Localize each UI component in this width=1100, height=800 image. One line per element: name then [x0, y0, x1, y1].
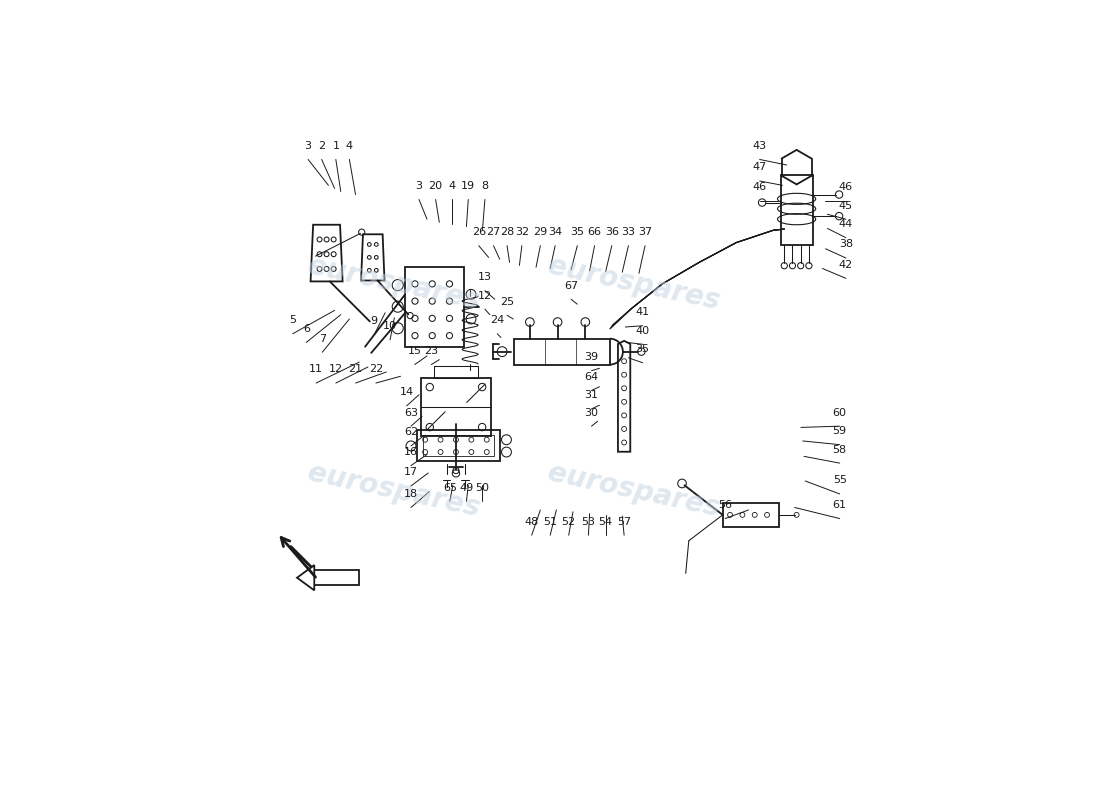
Text: 58: 58	[833, 445, 847, 454]
Text: 32: 32	[515, 227, 529, 237]
Text: 52: 52	[562, 517, 575, 526]
Text: 64: 64	[584, 372, 598, 382]
Text: 53: 53	[582, 517, 595, 526]
Text: 47: 47	[752, 162, 767, 172]
Text: 50: 50	[475, 482, 490, 493]
Text: eurospares: eurospares	[546, 252, 723, 316]
Text: 61: 61	[833, 500, 847, 510]
Text: 6: 6	[302, 324, 310, 334]
Text: 25: 25	[500, 297, 514, 306]
Text: 22: 22	[368, 365, 383, 374]
Text: 18: 18	[404, 489, 418, 499]
Text: 15: 15	[408, 346, 421, 356]
Text: 16: 16	[404, 447, 418, 457]
Text: 29: 29	[534, 227, 548, 237]
Text: 24: 24	[491, 315, 504, 325]
Text: 23: 23	[425, 346, 439, 356]
Text: 65: 65	[443, 482, 456, 493]
Bar	[723, 503, 779, 526]
Text: 2: 2	[318, 141, 326, 151]
Text: 51: 51	[543, 517, 558, 526]
Text: 3: 3	[305, 141, 311, 151]
Text: 57: 57	[617, 517, 631, 526]
Text: 28: 28	[500, 227, 514, 237]
Text: eurospares: eurospares	[305, 458, 483, 522]
Bar	[420, 378, 492, 436]
Text: 48: 48	[525, 517, 539, 526]
Text: 63: 63	[404, 407, 418, 418]
Text: 19: 19	[461, 181, 475, 191]
Bar	[417, 430, 500, 462]
Text: 20: 20	[429, 181, 442, 191]
Text: 62: 62	[404, 427, 418, 438]
Text: 31: 31	[584, 390, 598, 400]
Text: 37: 37	[638, 227, 652, 237]
Text: 45: 45	[839, 201, 853, 210]
Text: 30: 30	[584, 407, 598, 418]
Text: 67: 67	[564, 281, 579, 290]
Text: 35: 35	[570, 227, 584, 237]
Text: 46: 46	[839, 182, 853, 192]
Bar	[315, 570, 359, 586]
Text: 38: 38	[839, 239, 853, 250]
Text: 5: 5	[289, 315, 296, 325]
Text: 27: 27	[486, 227, 500, 237]
Text: 46: 46	[752, 182, 767, 192]
Text: 1: 1	[332, 141, 339, 151]
Text: 66: 66	[587, 227, 602, 237]
Text: 36: 36	[605, 227, 619, 237]
Text: 39: 39	[584, 352, 598, 362]
Text: 33: 33	[621, 227, 636, 237]
Text: 26: 26	[472, 227, 486, 237]
Text: 4: 4	[448, 181, 455, 191]
Text: 43: 43	[752, 141, 767, 151]
Bar	[424, 435, 494, 456]
Polygon shape	[297, 565, 315, 590]
Text: 9: 9	[371, 316, 377, 326]
Text: 34: 34	[548, 227, 562, 237]
Text: 12: 12	[329, 365, 343, 374]
Text: 54: 54	[598, 517, 613, 526]
Text: 3: 3	[416, 181, 422, 191]
Text: 49: 49	[460, 482, 473, 493]
Text: 55: 55	[833, 475, 847, 486]
Text: 56: 56	[718, 500, 733, 510]
Text: 13: 13	[477, 272, 492, 282]
Text: 21: 21	[349, 365, 363, 374]
Text: 12: 12	[477, 290, 492, 301]
Text: 10: 10	[383, 322, 397, 331]
Bar	[405, 266, 464, 346]
Text: 4: 4	[345, 141, 353, 151]
Text: 11: 11	[309, 365, 323, 374]
Text: 14: 14	[399, 387, 414, 398]
Text: 8: 8	[482, 181, 488, 191]
Text: 35: 35	[636, 344, 650, 354]
Bar	[434, 366, 477, 378]
Text: 40: 40	[636, 326, 650, 336]
Text: 41: 41	[636, 307, 650, 317]
Bar	[781, 174, 813, 246]
Text: 7: 7	[319, 334, 326, 344]
Text: 42: 42	[839, 260, 853, 270]
Text: 59: 59	[833, 426, 847, 436]
Text: 44: 44	[839, 219, 853, 229]
Text: 60: 60	[833, 407, 847, 418]
Text: eurospares: eurospares	[305, 252, 483, 316]
Text: eurospares: eurospares	[546, 458, 723, 522]
Text: 17: 17	[404, 467, 418, 478]
Bar	[515, 338, 609, 365]
